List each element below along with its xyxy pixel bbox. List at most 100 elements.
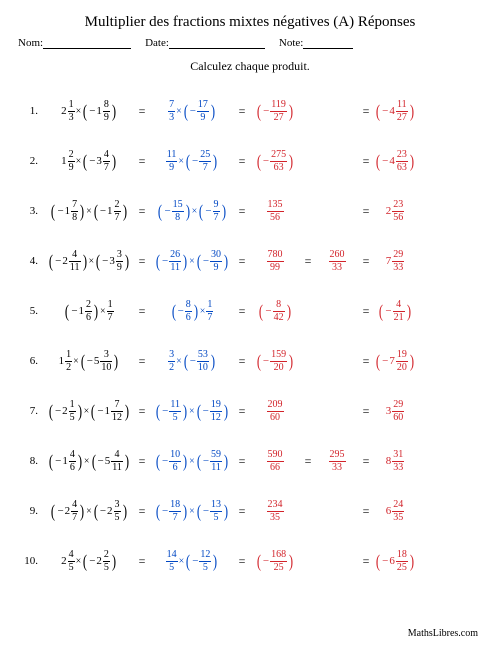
step-improper: 145×−125: [148, 550, 236, 573]
step-improper: −86×17: [148, 300, 236, 323]
result: 78099: [248, 250, 302, 273]
equals: =: [136, 154, 148, 169]
expression: 245×−225: [42, 550, 136, 573]
expression: −2411×−339: [42, 250, 136, 273]
final-answer: 22356: [372, 200, 418, 223]
equals: =: [360, 254, 372, 269]
result: −842: [248, 300, 302, 323]
problem-number: 3.: [18, 205, 42, 217]
final-answer: −41127: [372, 100, 418, 123]
step-improper: −115×−1912: [148, 400, 236, 423]
problem-number: 9.: [18, 505, 42, 517]
equals: =: [136, 104, 148, 119]
equals: =: [236, 304, 248, 319]
equals: =: [236, 504, 248, 519]
result: −16825: [248, 550, 302, 573]
step-improper: −106×−5911: [148, 450, 236, 473]
label-date: Date:: [145, 37, 169, 49]
problem-number: 7.: [18, 405, 42, 417]
final-answer: 72933: [372, 250, 418, 273]
problem-number: 8.: [18, 455, 42, 467]
equals: =: [136, 454, 148, 469]
equals: =: [360, 354, 372, 369]
equals: =: [302, 254, 314, 269]
expression: −215×−1712: [42, 400, 136, 423]
simplified: 26033: [314, 250, 360, 273]
final-answer: 62435: [372, 500, 418, 523]
equals: =: [136, 504, 148, 519]
problem-number: 6.: [18, 355, 42, 367]
subtitle: Calculez chaque produit.: [18, 59, 482, 74]
line-nom: [43, 37, 131, 49]
step-improper: −158×−97: [148, 200, 236, 223]
problem-row: 7. −215×−1712 = −115×−1912 = 20960 = 329…: [18, 386, 482, 436]
final-answer: 32960: [372, 400, 418, 423]
step-improper: 32×−5310: [148, 350, 236, 373]
result: 59066: [248, 450, 302, 473]
header-row: Nom: Date: Note:: [18, 37, 482, 49]
problem-number: 1.: [18, 105, 42, 117]
problem-row: 8. −146×−5411 = −106×−5911 = 59066 = 295…: [18, 436, 482, 486]
result: 13556: [248, 200, 302, 223]
equals: =: [236, 104, 248, 119]
final-answer: −71920: [372, 350, 418, 373]
equals: =: [236, 554, 248, 569]
equals: =: [236, 354, 248, 369]
problem-row: 1. 213×−189 = 73×−179 = −11927 = −41127: [18, 86, 482, 136]
result: −15920: [248, 350, 302, 373]
equals: =: [136, 554, 148, 569]
page-title: Multiplier des fractions mixtes négative…: [18, 14, 482, 31]
result: −11927: [248, 100, 302, 123]
expression: −126×17: [42, 300, 136, 323]
expression: −146×−5411: [42, 450, 136, 473]
equals: =: [136, 354, 148, 369]
problem-row: 3. −178×−127 = −158×−97 = 13556 = 22356: [18, 186, 482, 236]
footer: MathsLibres.com: [408, 628, 478, 639]
step-improper: 73×−179: [148, 100, 236, 123]
problem-row: 2. 129×−347 = 119×−257 = −27563 = −42363: [18, 136, 482, 186]
equals: =: [360, 404, 372, 419]
equals: =: [302, 454, 314, 469]
label-nom: Nom:: [18, 37, 43, 49]
problem-row: 5. −126×17 = −86×17 = −842 = −421: [18, 286, 482, 336]
problem-row: 10. 245×−225 = 145×−125 = −16825 = −6182…: [18, 536, 482, 586]
line-note: [303, 37, 353, 49]
equals: =: [236, 204, 248, 219]
equals: =: [360, 154, 372, 169]
equals: =: [136, 204, 148, 219]
problem-number: 10.: [18, 555, 42, 567]
simplified: 29533: [314, 450, 360, 473]
expression: −247×−235: [42, 500, 136, 523]
problem-row: 9. −247×−235 = −187×−135 = 23435 = 62435: [18, 486, 482, 536]
expression: −178×−127: [42, 200, 136, 223]
equals: =: [136, 304, 148, 319]
step-improper: −187×−135: [148, 500, 236, 523]
problem-list: 1. 213×−189 = 73×−179 = −11927 = −411272…: [18, 86, 482, 586]
equals: =: [360, 204, 372, 219]
final-answer: −42363: [372, 150, 418, 173]
expression: 112×−5310: [42, 350, 136, 373]
step-improper: −2611×−309: [148, 250, 236, 273]
problem-number: 4.: [18, 255, 42, 267]
result: 23435: [248, 500, 302, 523]
equals: =: [360, 554, 372, 569]
final-answer: 83133: [372, 450, 418, 473]
expression: 213×−189: [42, 100, 136, 123]
equals: =: [236, 404, 248, 419]
equals: =: [360, 504, 372, 519]
line-date: [169, 37, 265, 49]
final-answer: −421: [372, 300, 418, 323]
result: 20960: [248, 400, 302, 423]
final-answer: −61825: [372, 550, 418, 573]
equals: =: [360, 454, 372, 469]
problem-row: 4. −2411×−339 = −2611×−309 = 78099 = 260…: [18, 236, 482, 286]
step-improper: 119×−257: [148, 150, 236, 173]
result: −27563: [248, 150, 302, 173]
equals: =: [136, 254, 148, 269]
equals: =: [360, 104, 372, 119]
equals: =: [136, 404, 148, 419]
problem-row: 6. 112×−5310 = 32×−5310 = −15920 = −7192…: [18, 336, 482, 386]
equals: =: [236, 454, 248, 469]
expression: 129×−347: [42, 150, 136, 173]
label-note: Note:: [279, 37, 303, 49]
